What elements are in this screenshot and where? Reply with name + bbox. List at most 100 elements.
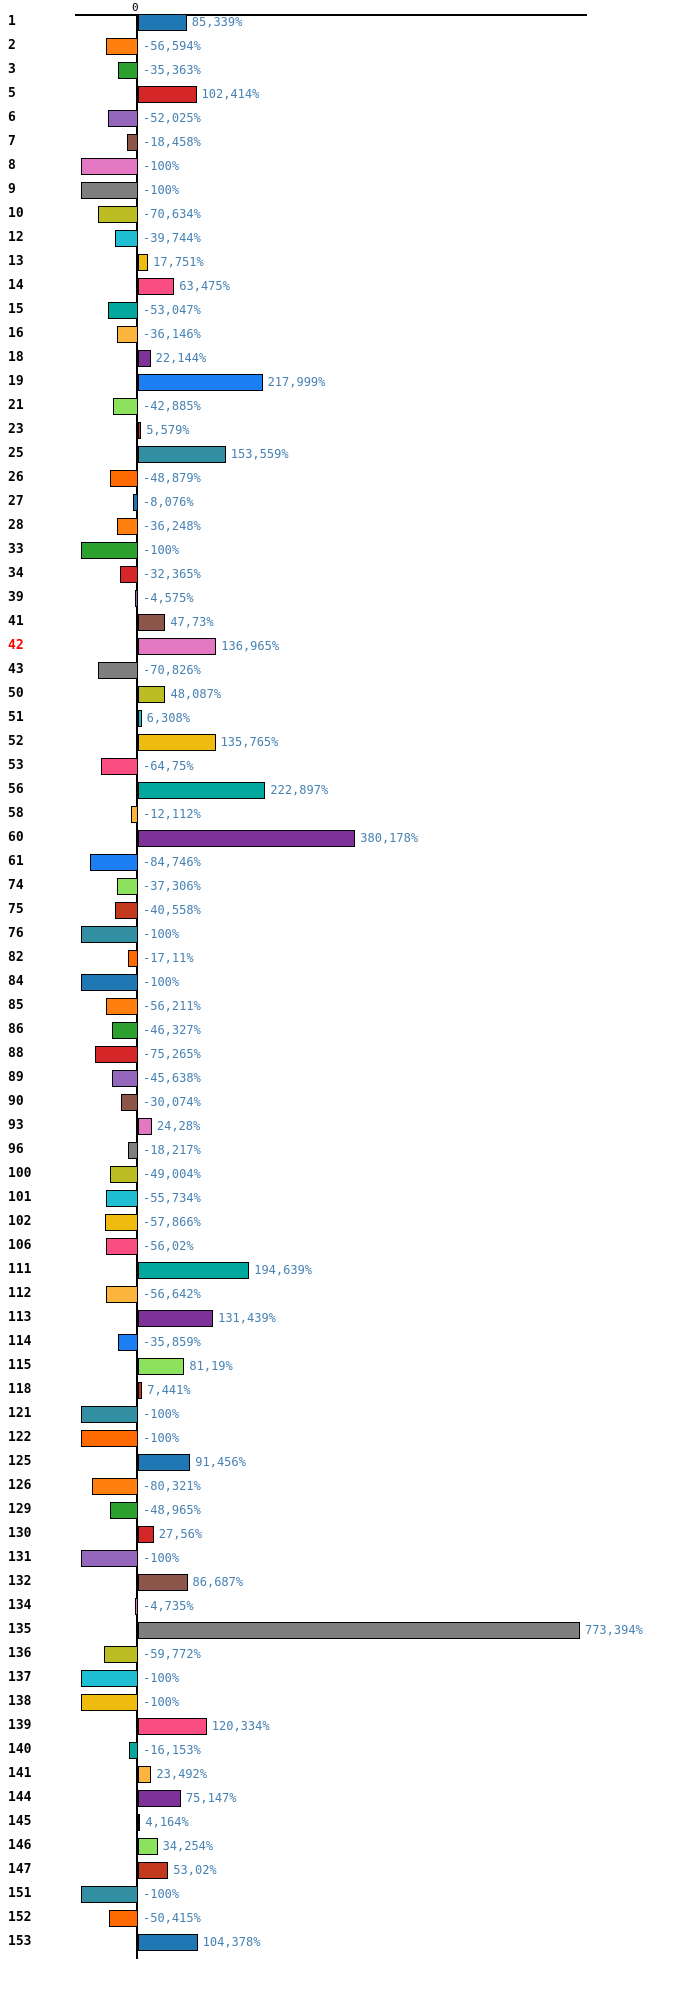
row-label: 15 (8, 302, 24, 317)
value-label: 153,559% (230, 447, 289, 461)
bar (138, 1789, 181, 1807)
bar (138, 733, 216, 751)
row-label: 1 (8, 14, 16, 29)
bar (80, 1669, 138, 1687)
bar (138, 1117, 152, 1135)
value-label: 5,579% (146, 423, 190, 437)
row-label: 122 (8, 1430, 32, 1445)
row-label: 144 (8, 1790, 32, 1805)
value-label: -100% (143, 1551, 180, 1565)
value-label: -84,746% (143, 855, 201, 869)
value-label: 23,492% (156, 1767, 207, 1781)
value-label: 6,308% (146, 711, 190, 725)
bar (105, 37, 138, 55)
bar (105, 997, 138, 1015)
bar (116, 877, 138, 895)
bar (80, 181, 138, 199)
bar (138, 1765, 152, 1783)
value-label: -30,074% (143, 1095, 201, 1109)
bar (138, 709, 142, 727)
row-label: 82 (8, 950, 24, 965)
row-label: 25 (8, 446, 24, 461)
row-label: 34 (8, 566, 24, 581)
row-label: 6 (8, 110, 16, 125)
row-label: 106 (8, 1238, 32, 1253)
value-label: -100% (143, 1431, 180, 1445)
bar (138, 1813, 141, 1831)
row-label: 141 (8, 1766, 32, 1781)
value-label: -100% (143, 159, 180, 173)
row-label: 89 (8, 1070, 24, 1085)
value-label: -37,306% (143, 879, 201, 893)
value-label: 81,19% (189, 1359, 233, 1373)
value-label: 194,639% (254, 1263, 313, 1277)
row-label: 134 (8, 1598, 32, 1613)
row-label: 7 (8, 134, 16, 149)
bar (94, 1045, 138, 1063)
bar (80, 925, 138, 943)
value-label: -100% (143, 1671, 180, 1685)
value-label: 131,439% (218, 1311, 276, 1325)
value-label: -18,458% (143, 135, 201, 149)
bar (105, 1237, 138, 1255)
bar (133, 493, 138, 511)
bar (138, 1525, 154, 1543)
row-label: 129 (8, 1502, 32, 1517)
value-label: -35,859% (143, 1335, 201, 1349)
row-label: 137 (8, 1670, 32, 1685)
value-label: -50,415% (143, 1911, 201, 1925)
bar (105, 1285, 138, 1303)
bar (131, 805, 138, 823)
bar (107, 301, 138, 319)
row-label: 33 (8, 542, 24, 557)
bar (97, 661, 138, 679)
row-label: 9 (8, 182, 16, 197)
row-label: 112 (8, 1286, 32, 1301)
value-label: -12,112% (143, 807, 201, 821)
bar (109, 1909, 138, 1927)
row-label: 5 (8, 86, 16, 101)
row-label: 52 (8, 734, 24, 749)
value-label: -17,11% (143, 951, 194, 965)
row-label: 96 (8, 1142, 24, 1157)
row-label: 102 (8, 1214, 32, 1229)
row-label: 13 (8, 254, 24, 269)
row-label: 140 (8, 1742, 32, 1757)
value-label: -70,826% (143, 663, 201, 677)
value-label: 104,378% (202, 1935, 261, 1949)
bar (138, 1621, 580, 1639)
bar (104, 1213, 138, 1231)
value-label: 85,339% (191, 15, 243, 29)
row-label: 84 (8, 974, 24, 989)
row-label: 43 (8, 662, 24, 677)
row-label: 147 (8, 1862, 32, 1877)
bar (80, 541, 138, 559)
value-label: -48,879% (143, 471, 201, 485)
row-label: 56 (8, 782, 24, 797)
row-label: 145 (8, 1814, 32, 1829)
row-label: 76 (8, 926, 24, 941)
value-label: -53,047% (143, 303, 201, 317)
bar (111, 1069, 138, 1087)
bar (138, 1261, 250, 1279)
row-label: 152 (8, 1910, 32, 1925)
bar (138, 1453, 191, 1471)
bar (138, 613, 166, 631)
row-label: 14 (8, 278, 24, 293)
value-label: -4,735% (143, 1599, 194, 1613)
row-label: 88 (8, 1046, 24, 1061)
bar (110, 1501, 138, 1519)
row-label: 2 (8, 38, 16, 53)
bar (138, 1309, 214, 1327)
value-label: -35,363% (143, 63, 201, 77)
bar (138, 1837, 158, 1855)
row-label: 26 (8, 470, 24, 485)
bar (100, 757, 138, 775)
bar (138, 1717, 207, 1735)
bar (138, 781, 266, 799)
row-label: 23 (8, 422, 24, 437)
value-label: 48,087% (170, 687, 222, 701)
bar (80, 157, 138, 175)
value-label: 135,765% (220, 735, 279, 749)
bar (114, 901, 138, 919)
